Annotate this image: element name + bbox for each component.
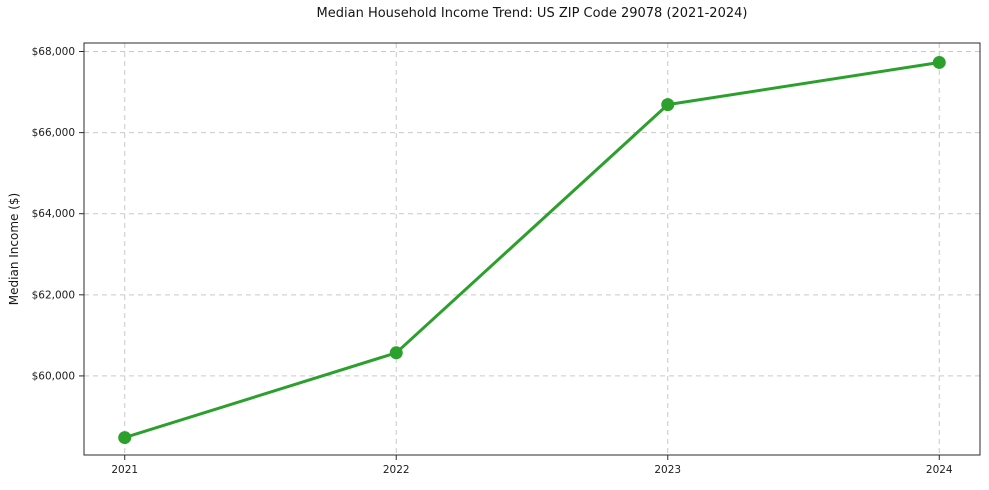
y-tick-label: $62,000 [32,289,75,301]
y-tick-label: $66,000 [32,127,75,139]
y-tick-label: $60,000 [32,370,75,382]
data-point-2021 [118,431,132,445]
data-point-2024 [932,55,946,69]
y-tick-label: $64,000 [32,208,75,220]
x-tick-label: 2023 [654,464,681,476]
y-tick-label: $68,000 [32,46,75,58]
data-point-2022 [389,346,403,360]
x-tick-label: 2024 [926,464,953,476]
income-trend-line [123,60,941,440]
chart-title: Median Household Income Trend: US ZIP Co… [316,6,748,21]
x-tick-label: 2021 [111,464,138,476]
axes-spines [83,42,981,456]
data-point-2023 [661,98,675,112]
x-tick-label: 2022 [383,464,410,476]
